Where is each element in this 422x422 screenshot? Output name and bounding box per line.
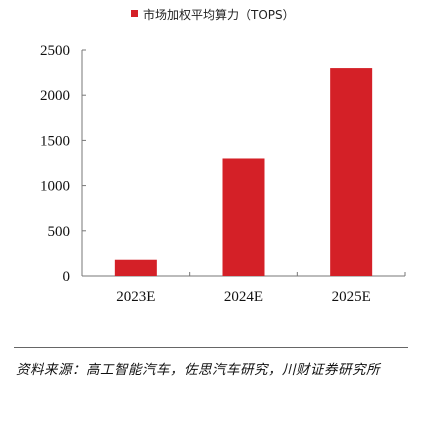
legend: 市场加权平均算力（TOPS） [131,7,295,22]
y-tick-label: 0 [63,269,71,285]
legend-swatch [131,10,138,17]
bar-2025E [330,68,373,276]
bars [114,68,373,276]
x-tick-labels: 2023E 2024E 2025E [116,289,371,305]
x-tick-label: 2023E [116,289,155,305]
y-tick-label: 1500 [40,133,70,149]
footer-divider [14,347,408,348]
y-tick-label: 500 [48,224,71,240]
x-tick-label: 2025E [332,289,371,305]
bar-2023E [114,259,157,276]
chart: 市场加权平均算力（TOPS） 0 500 1000 1500 2000 2500 2023… [40,7,406,305]
y-tick-label: 1000 [40,179,70,195]
bar-chart-svg: 市场加权平均算力（TOPS） 0 500 1000 1500 2000 2500 2023… [40,7,406,305]
x-tick-label: 2024E [224,289,263,305]
y-tick-labels: 0 500 1000 1500 2000 2500 [40,43,70,285]
legend-label: 市场加权平均算力（TOPS） [143,7,295,22]
source-note: 资料来源：高工智能汽车，佐思汽车研究，川财证券研究所 [16,362,380,378]
bar-2024E [222,158,265,276]
y-tick-label: 2500 [40,43,70,59]
y-tick-label: 2000 [40,88,70,104]
